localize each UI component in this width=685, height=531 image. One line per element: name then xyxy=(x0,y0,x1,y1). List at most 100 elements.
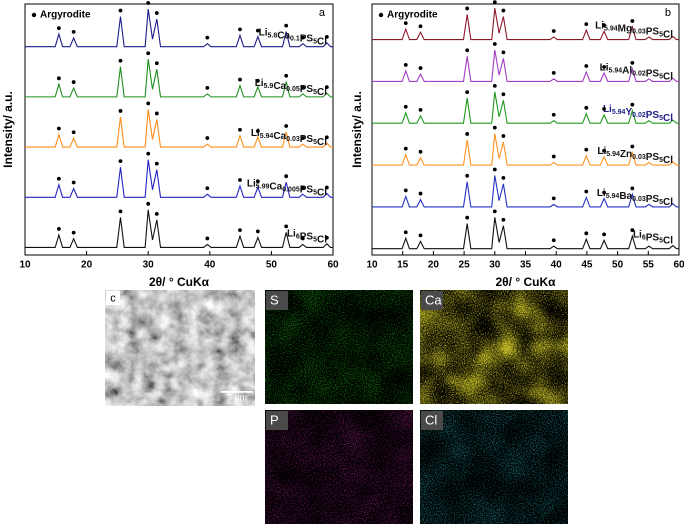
legend-label: Argyrodite xyxy=(40,10,91,21)
element-map xyxy=(265,290,413,404)
peak-marker xyxy=(300,186,305,191)
x-tick-label: 30 xyxy=(143,260,155,271)
peak-marker xyxy=(284,124,289,128)
peak-marker xyxy=(205,35,210,40)
peak-marker xyxy=(551,29,556,33)
element-map xyxy=(420,410,568,524)
map-label: Cl xyxy=(425,412,437,427)
peak-marker xyxy=(492,167,497,172)
series-label: Li5.94Ba0.03PS5Cl xyxy=(597,188,673,208)
series-label: Li5.94Zn0.03PS5Cl xyxy=(597,146,673,166)
x-tick-label: 20 xyxy=(428,260,440,271)
x-tick-label: 10 xyxy=(19,260,31,271)
peak-marker xyxy=(418,24,423,29)
peak-marker xyxy=(403,230,408,235)
series-label: Li5.94Ca0.03PS5Cl xyxy=(251,128,327,148)
xrd-pattern xyxy=(372,217,679,250)
peak-marker xyxy=(630,102,635,107)
map-label-box xyxy=(266,291,288,310)
x-tick-label: 45 xyxy=(581,260,593,271)
peak-marker xyxy=(492,42,497,46)
peak-marker xyxy=(501,8,506,13)
peak-marker xyxy=(403,63,408,67)
peak-marker xyxy=(118,8,123,13)
peak-marker xyxy=(584,22,589,27)
peak-marker xyxy=(71,29,76,34)
peak-marker xyxy=(300,35,305,40)
peak-marker xyxy=(146,201,151,206)
peak-marker xyxy=(551,196,556,201)
peak-marker xyxy=(630,60,635,65)
peak-marker xyxy=(255,129,260,133)
peak-marker xyxy=(630,19,635,23)
peak-marker xyxy=(154,61,159,66)
series-label: Li6PS5Cl xyxy=(287,228,327,245)
peak-marker xyxy=(238,27,242,32)
x-tick-label: 50 xyxy=(612,260,624,271)
peak-marker xyxy=(255,28,260,33)
peak-marker xyxy=(492,83,497,88)
peak-marker xyxy=(584,147,589,152)
peak-marker xyxy=(501,92,506,97)
peak-marker xyxy=(551,154,556,159)
x-axis-label: 2θ/ ° CuKα xyxy=(149,275,210,289)
peak-marker xyxy=(205,186,210,191)
peak-marker xyxy=(324,35,329,39)
peak-marker xyxy=(501,134,506,138)
peak-marker xyxy=(154,211,159,216)
peak-marker xyxy=(403,188,408,193)
sem-image xyxy=(105,290,255,406)
peak-marker xyxy=(403,146,408,151)
peak-marker xyxy=(602,232,606,237)
scale-bar-label: 3 μm xyxy=(227,392,247,402)
peak-marker xyxy=(146,151,151,156)
xrd-pattern xyxy=(25,159,333,198)
peak-marker xyxy=(602,106,606,111)
xrd-pattern xyxy=(372,49,679,82)
peak-marker xyxy=(56,227,61,231)
peak-marker xyxy=(418,233,423,238)
peak-marker xyxy=(238,228,242,233)
peak-marker xyxy=(154,111,159,116)
map-label-box xyxy=(266,411,288,430)
peak-marker xyxy=(492,209,497,214)
x-tick-label: 15 xyxy=(397,260,409,271)
peak-marker xyxy=(154,161,159,166)
peak-marker xyxy=(602,190,606,195)
peak-marker xyxy=(118,109,123,113)
peak-marker xyxy=(56,126,61,131)
peak-marker xyxy=(205,85,210,90)
peak-marker xyxy=(56,26,61,31)
x-tick-label: 25 xyxy=(459,260,471,271)
peak-marker xyxy=(238,77,242,82)
map-label-box xyxy=(421,291,443,310)
peak-marker xyxy=(284,224,289,229)
peak-marker xyxy=(465,90,470,95)
peak-marker xyxy=(238,178,242,182)
series-label: Li5.94Mg0.03PS5Cl xyxy=(595,20,673,40)
map-label: Ca xyxy=(425,292,442,307)
panel-label: c xyxy=(110,292,116,304)
peak-marker xyxy=(551,238,556,243)
x-tick-label: 40 xyxy=(204,260,216,271)
peak-marker xyxy=(584,105,589,110)
x-tick-label: 20 xyxy=(81,260,93,271)
peak-marker xyxy=(284,174,289,179)
x-tick-label: 30 xyxy=(489,260,501,271)
peak-marker xyxy=(56,76,61,81)
peak-marker xyxy=(324,235,329,240)
element-map xyxy=(420,290,568,404)
peak-marker xyxy=(284,23,289,28)
peak-marker xyxy=(551,112,556,117)
element-map xyxy=(265,410,413,524)
series-label: Li5.9Ca0.05PS5Cl xyxy=(255,78,328,98)
peak-marker xyxy=(255,179,260,184)
peak-marker xyxy=(465,173,470,178)
map-label: P xyxy=(270,412,279,427)
peak-marker xyxy=(418,108,423,112)
peak-marker xyxy=(584,64,589,68)
panel-label-box xyxy=(106,291,120,305)
peak-marker xyxy=(551,70,556,75)
x-tick-label: 55 xyxy=(643,260,655,271)
peak-marker xyxy=(324,185,329,190)
